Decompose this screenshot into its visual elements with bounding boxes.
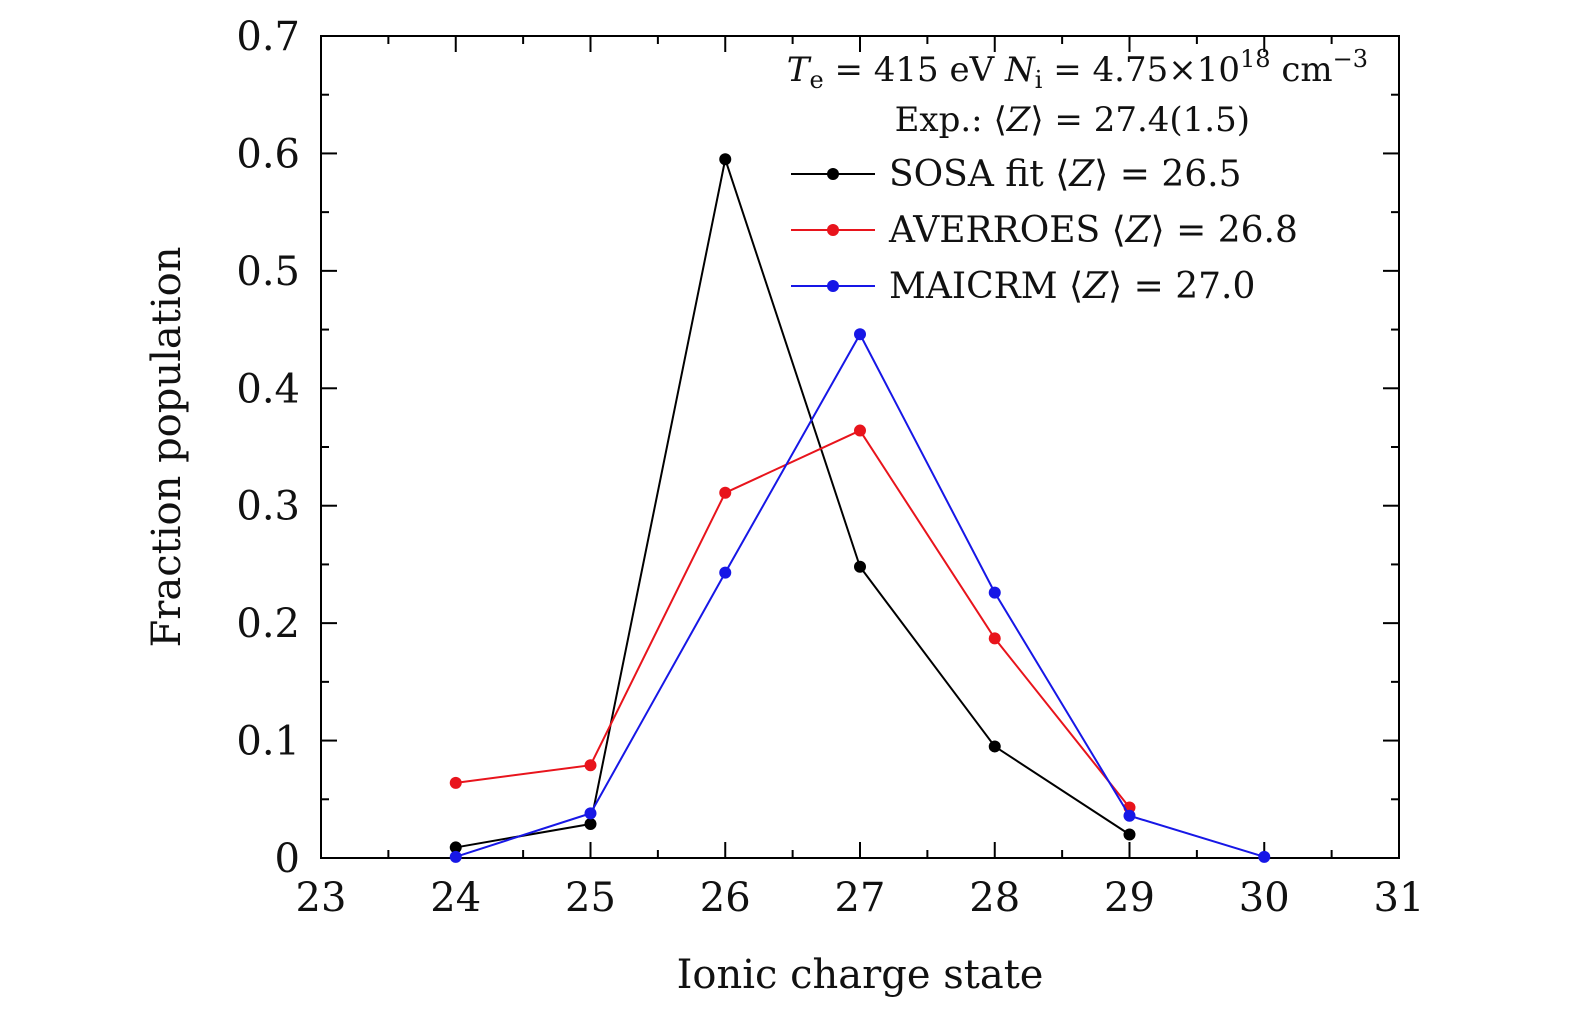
annotation-te-symbol: T	[787, 50, 812, 90]
x-tick-label: 30	[1239, 875, 1290, 921]
annotation-unit-exponent: −3	[1333, 45, 1368, 73]
legend-item-averroes: AVERROES ⟨Z⟩ = 26.8	[791, 210, 1298, 251]
x-tick-label: 27	[835, 875, 886, 921]
annotation-exp-prefix: Exp.: ⟨	[895, 100, 1007, 140]
y-tick-label: 0.5	[236, 249, 300, 295]
series-line-maicrm	[455, 332, 1265, 858]
data-point-averroes	[449, 776, 462, 789]
data-point-sosa-fit	[854, 560, 866, 573]
annotation-te-value: = 415 eV	[824, 50, 1005, 90]
data-point-averroes	[719, 486, 732, 499]
x-tick-label: 28	[969, 875, 1020, 921]
annotation-experiment: Exp.: ⟨Z⟩ = 27.4(1.5)	[895, 100, 1250, 140]
data-point-maicrm	[449, 850, 462, 863]
y-tick-label: 0.3	[236, 484, 300, 530]
legend-label-symbol: Z	[1125, 210, 1152, 251]
data-point-maicrm	[1123, 809, 1136, 822]
y-tick-label: 0.1	[236, 719, 300, 765]
data-point-sosa-fit	[719, 153, 732, 166]
data-point-maicrm	[719, 566, 732, 579]
data-point-averroes	[854, 424, 866, 437]
annotation-ni-value: = 4.75×10	[1042, 50, 1240, 90]
x-tick-labels: 23 24 25 26 27 28 29 30 31	[296, 875, 1425, 921]
legend-label: SOSA fit ⟨Z⟩ = 26.5	[889, 154, 1242, 195]
y-tick-label: 0	[275, 836, 300, 882]
legend-label: AVERROES ⟨Z⟩ = 26.8	[888, 210, 1298, 251]
x-tick-label: 29	[1104, 875, 1155, 921]
data-point-averroes	[988, 632, 1001, 645]
y-tick-label: 0.4	[236, 366, 300, 412]
annotation-exp-value: ⟩ = 27.4(1.5)	[1030, 100, 1250, 140]
data-point-sosa-fit	[988, 740, 1001, 753]
y-tick-label: 0.6	[236, 131, 300, 177]
series-line-averroes	[455, 429, 1131, 809]
legend-label-value: ⟩ = 27.0	[1108, 266, 1255, 307]
annotation-conditions: Te = 415 eV Ni = 4.75×1018 cm−3	[787, 45, 1368, 94]
legend-item-maicrm: MAICRM ⟨Z⟩ = 27.0	[791, 266, 1255, 307]
data-point-sosa-fit	[1123, 828, 1136, 841]
legend-label-symbol: Z	[1082, 266, 1109, 307]
y-tick-labels: 0 0.1 0.2 0.3 0.4 0.5 0.6 0.7	[236, 14, 300, 882]
series-maicrm	[449, 328, 1271, 863]
y-tick-label: 0.2	[236, 601, 300, 647]
legend-marker	[827, 168, 839, 180]
legend-label-value: ⟩ = 26.8	[1151, 210, 1298, 251]
y-axis-label: Fraction population	[144, 247, 190, 648]
legend-label-prefix: SOSA fit ⟨	[889, 154, 1069, 195]
legend-label-prefix: AVERROES ⟨	[888, 210, 1126, 251]
legend-marker	[827, 224, 839, 236]
legend-marker	[827, 280, 839, 292]
legend-label-prefix: MAICRM ⟨	[889, 266, 1083, 307]
annotation-ni-symbol: N	[1004, 50, 1036, 90]
legend-item-sosa-fit: SOSA fit ⟨Z⟩ = 26.5	[791, 154, 1242, 195]
axis-ticks	[320, 35, 1400, 859]
x-tick-label: 24	[430, 875, 481, 921]
x-tick-label: 23	[296, 875, 347, 921]
legend-label-value: ⟩ = 26.5	[1094, 154, 1241, 195]
series-averroes	[449, 424, 1136, 814]
series-line-sosa-fit	[455, 155, 1131, 849]
series-sosa-fit	[449, 153, 1136, 854]
annotation-te-subscript: e	[809, 66, 823, 94]
annotation-unit: cm	[1271, 50, 1333, 90]
y-tick-label: 0.7	[236, 14, 300, 60]
annotation-ni-exponent: 18	[1240, 45, 1271, 73]
legend-label: MAICRM ⟨Z⟩ = 27.0	[889, 266, 1255, 307]
data-point-maicrm	[854, 328, 866, 341]
x-tick-label: 25	[565, 875, 616, 921]
annotation-exp-symbol: Z	[1006, 100, 1032, 140]
data-point-maicrm	[584, 807, 597, 820]
data-point-sosa-fit	[584, 817, 597, 830]
data-point-maicrm	[1258, 850, 1271, 863]
x-tick-label: 31	[1374, 875, 1425, 921]
series-layer	[449, 153, 1271, 863]
x-tick-label: 26	[700, 875, 751, 921]
legend-label-symbol: Z	[1068, 154, 1095, 195]
data-point-sosa-fit	[449, 841, 462, 854]
data-point-averroes	[584, 759, 597, 772]
data-point-maicrm	[988, 586, 1001, 599]
x-axis-label: Ionic charge state	[677, 952, 1044, 998]
annotation-ni-subscript: i	[1035, 66, 1043, 94]
